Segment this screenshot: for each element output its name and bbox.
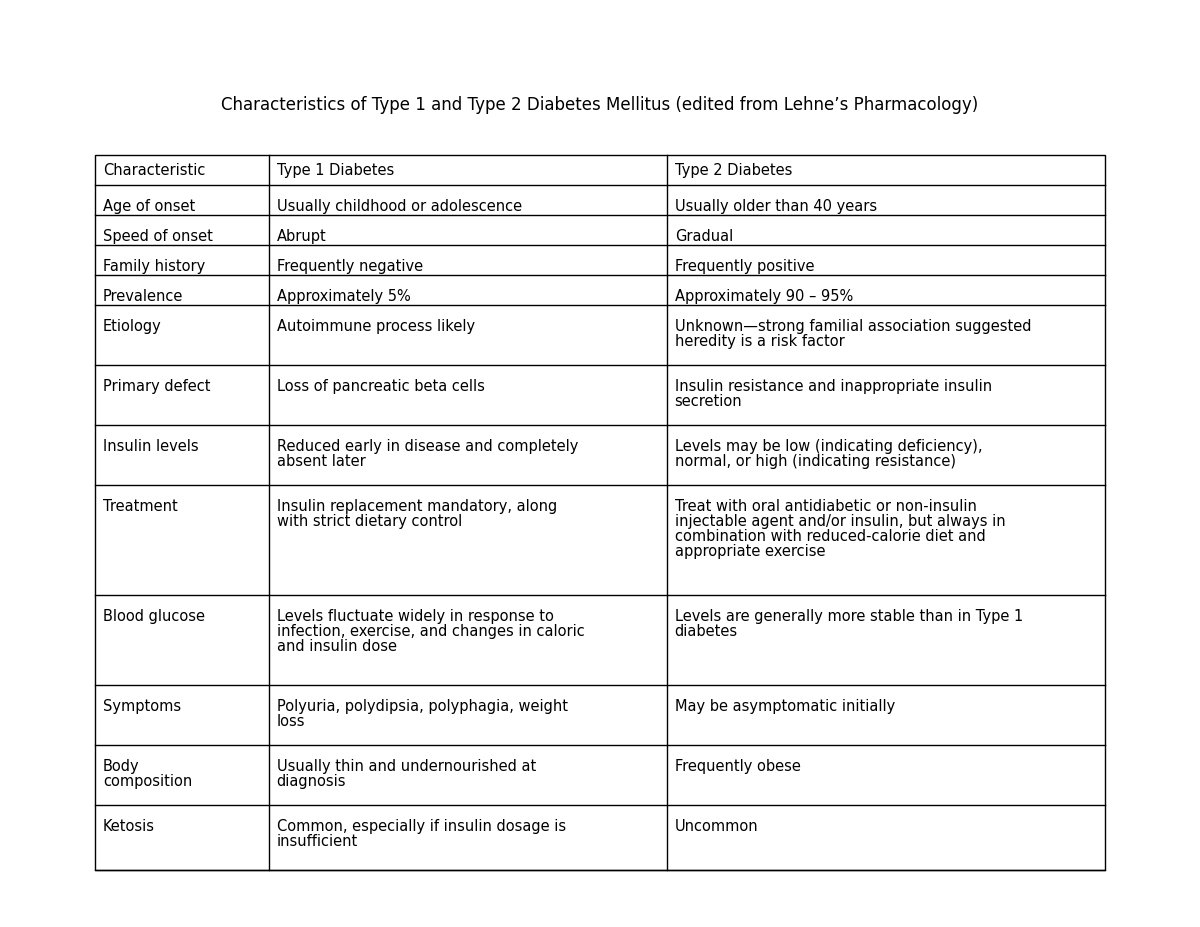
Text: Frequently positive: Frequently positive bbox=[674, 260, 814, 274]
Text: Characteristic: Characteristic bbox=[103, 162, 205, 177]
Text: Insulin levels: Insulin levels bbox=[103, 439, 199, 454]
Text: Usually childhood or adolescence: Usually childhood or adolescence bbox=[277, 199, 522, 214]
Text: and insulin dose: and insulin dose bbox=[277, 640, 397, 654]
Text: diabetes: diabetes bbox=[674, 625, 738, 640]
Text: Speed of onset: Speed of onset bbox=[103, 229, 212, 245]
Text: Prevalence: Prevalence bbox=[103, 289, 184, 304]
Text: Abrupt: Abrupt bbox=[277, 229, 326, 245]
Text: appropriate exercise: appropriate exercise bbox=[674, 544, 826, 559]
Text: diagnosis: diagnosis bbox=[277, 774, 347, 790]
Text: Family history: Family history bbox=[103, 260, 205, 274]
Text: Primary defect: Primary defect bbox=[103, 379, 210, 394]
Text: absent later: absent later bbox=[277, 454, 366, 469]
Bar bbox=[95, 155, 1105, 870]
Text: Insulin resistance and inappropriate insulin: Insulin resistance and inappropriate ins… bbox=[674, 379, 991, 394]
Text: composition: composition bbox=[103, 774, 192, 790]
Text: normal, or high (indicating resistance): normal, or high (indicating resistance) bbox=[674, 454, 955, 469]
Text: Etiology: Etiology bbox=[103, 319, 162, 335]
Text: Age of onset: Age of onset bbox=[103, 199, 196, 214]
Text: heredity is a risk factor: heredity is a risk factor bbox=[674, 335, 845, 349]
Text: Type 1 Diabetes: Type 1 Diabetes bbox=[277, 162, 394, 177]
Text: with strict dietary control: with strict dietary control bbox=[277, 514, 462, 529]
Text: Ketosis: Ketosis bbox=[103, 819, 155, 834]
Text: Unknown—strong familial association suggested: Unknown—strong familial association sugg… bbox=[674, 319, 1031, 335]
Text: Insulin replacement mandatory, along: Insulin replacement mandatory, along bbox=[277, 500, 557, 514]
Text: insufficient: insufficient bbox=[277, 834, 358, 849]
Text: Gradual: Gradual bbox=[674, 229, 733, 245]
Text: combination with reduced-calorie diet and: combination with reduced-calorie diet an… bbox=[674, 529, 985, 544]
Text: Common, especially if insulin dosage is: Common, especially if insulin dosage is bbox=[277, 819, 566, 834]
Text: Polyuria, polydipsia, polyphagia, weight: Polyuria, polydipsia, polyphagia, weight bbox=[277, 699, 568, 715]
Text: Blood glucose: Blood glucose bbox=[103, 609, 205, 625]
Text: Loss of pancreatic beta cells: Loss of pancreatic beta cells bbox=[277, 379, 485, 394]
Text: May be asymptomatic initially: May be asymptomatic initially bbox=[674, 699, 895, 715]
Text: Usually older than 40 years: Usually older than 40 years bbox=[674, 199, 877, 214]
Text: Body: Body bbox=[103, 759, 139, 774]
Text: Autoimmune process likely: Autoimmune process likely bbox=[277, 319, 475, 335]
Text: Levels fluctuate widely in response to: Levels fluctuate widely in response to bbox=[277, 609, 553, 625]
Text: secretion: secretion bbox=[674, 394, 743, 410]
Text: Frequently negative: Frequently negative bbox=[277, 260, 422, 274]
Text: Treatment: Treatment bbox=[103, 500, 178, 514]
Text: Levels are generally more stable than in Type 1: Levels are generally more stable than in… bbox=[674, 609, 1022, 625]
Text: Approximately 5%: Approximately 5% bbox=[277, 289, 410, 304]
Text: Levels may be low (indicating deficiency),: Levels may be low (indicating deficiency… bbox=[674, 439, 982, 454]
Text: Reduced early in disease and completely: Reduced early in disease and completely bbox=[277, 439, 578, 454]
Text: loss: loss bbox=[277, 715, 305, 730]
Text: Frequently obese: Frequently obese bbox=[674, 759, 800, 774]
Text: Characteristics of Type 1 and Type 2 Diabetes Mellitus (edited from Lehne’s Phar: Characteristics of Type 1 and Type 2 Dia… bbox=[221, 96, 979, 114]
Text: Uncommon: Uncommon bbox=[674, 819, 758, 834]
Text: Usually thin and undernourished at: Usually thin and undernourished at bbox=[277, 759, 536, 774]
Text: injectable agent and/or insulin, but always in: injectable agent and/or insulin, but alw… bbox=[674, 514, 1006, 529]
Text: Symptoms: Symptoms bbox=[103, 699, 181, 715]
Text: Treat with oral antidiabetic or non-insulin: Treat with oral antidiabetic or non-insu… bbox=[674, 500, 977, 514]
Text: Approximately 90 – 95%: Approximately 90 – 95% bbox=[674, 289, 853, 304]
Text: Type 2 Diabetes: Type 2 Diabetes bbox=[674, 162, 792, 177]
Text: infection, exercise, and changes in caloric: infection, exercise, and changes in calo… bbox=[277, 625, 584, 640]
